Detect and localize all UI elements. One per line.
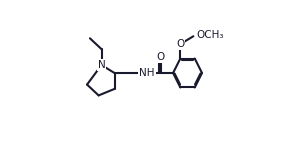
Text: N: N <box>98 60 105 70</box>
Text: NH: NH <box>139 68 155 78</box>
Text: OCH₃: OCH₃ <box>196 30 224 40</box>
Text: O: O <box>176 39 184 49</box>
Text: O: O <box>156 52 164 62</box>
